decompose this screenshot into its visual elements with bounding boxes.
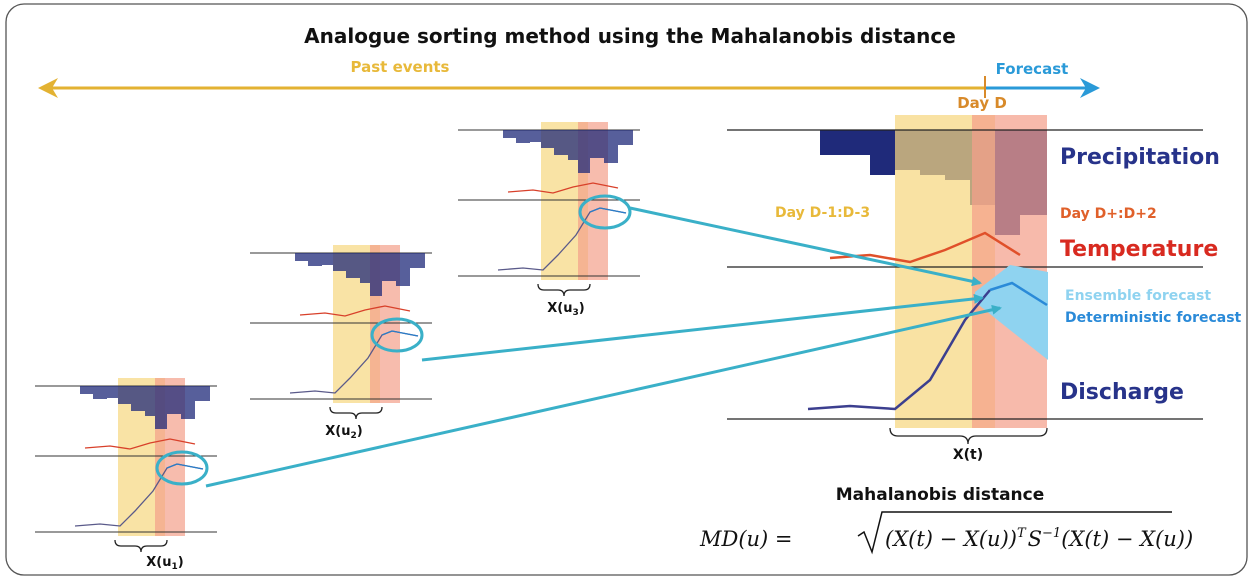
xt-label: X(t) [953,447,983,463]
formula-lhs: MD(u) = [699,527,793,551]
day-label: Day D [957,94,1007,112]
text-part: ) [579,301,585,316]
text-part: X(u [325,424,350,439]
past-label: Past events [351,58,450,76]
text-part: 3 [573,308,579,318]
text-part: 2 [351,431,357,441]
main-panel [727,115,1203,445]
distance-heading: Mahalanobis distance [836,485,1045,505]
formula-radicand: (X(t) − X(u))TS−1(X(t) − X(u)) [885,526,1193,551]
link-arrow [421,293,984,362]
text-part: X(u [146,555,171,570]
title: Analogue sorting method using the Mahala… [304,24,956,48]
text-part: −1 [1042,526,1061,541]
analogue-label: X(u3) [547,301,584,318]
link-arrow [205,304,1002,488]
text-part: ) [357,424,363,439]
analogue-panel [456,120,642,298]
precipitation-label: Precipitation [1060,145,1220,170]
forecast-label: Forecast [996,60,1069,78]
frame [5,3,1248,576]
text-part: ) [178,555,184,570]
ensemble-label: Ensemble forecast [1065,288,1211,304]
sqrt-sign [857,511,1172,555]
text-part: (X(t) − X(u)) [1061,527,1193,551]
text-part: S [1028,527,1042,551]
deterministic-label: Deterministic forecast [1065,310,1242,326]
past-arrowhead [38,78,58,98]
analogue-panel [248,243,434,421]
text-part: T [1017,526,1027,541]
discharge-label: Discharge [1060,380,1184,405]
text-part: 1 [172,562,178,572]
analogue-label: X(u2) [325,424,362,441]
analogue-panel [33,376,219,554]
before-label: Day D-1:D-3 [775,205,870,221]
text-part: (X(t) − X(u)) [885,527,1017,551]
after-label: Day D+:D+2 [1060,206,1157,222]
forecast-arrowhead [1080,78,1100,98]
temperature-label: Temperature [1060,237,1218,262]
analogue-label: X(u1) [146,555,183,572]
link-arrow [629,206,982,287]
text-part: X(u [547,301,572,316]
